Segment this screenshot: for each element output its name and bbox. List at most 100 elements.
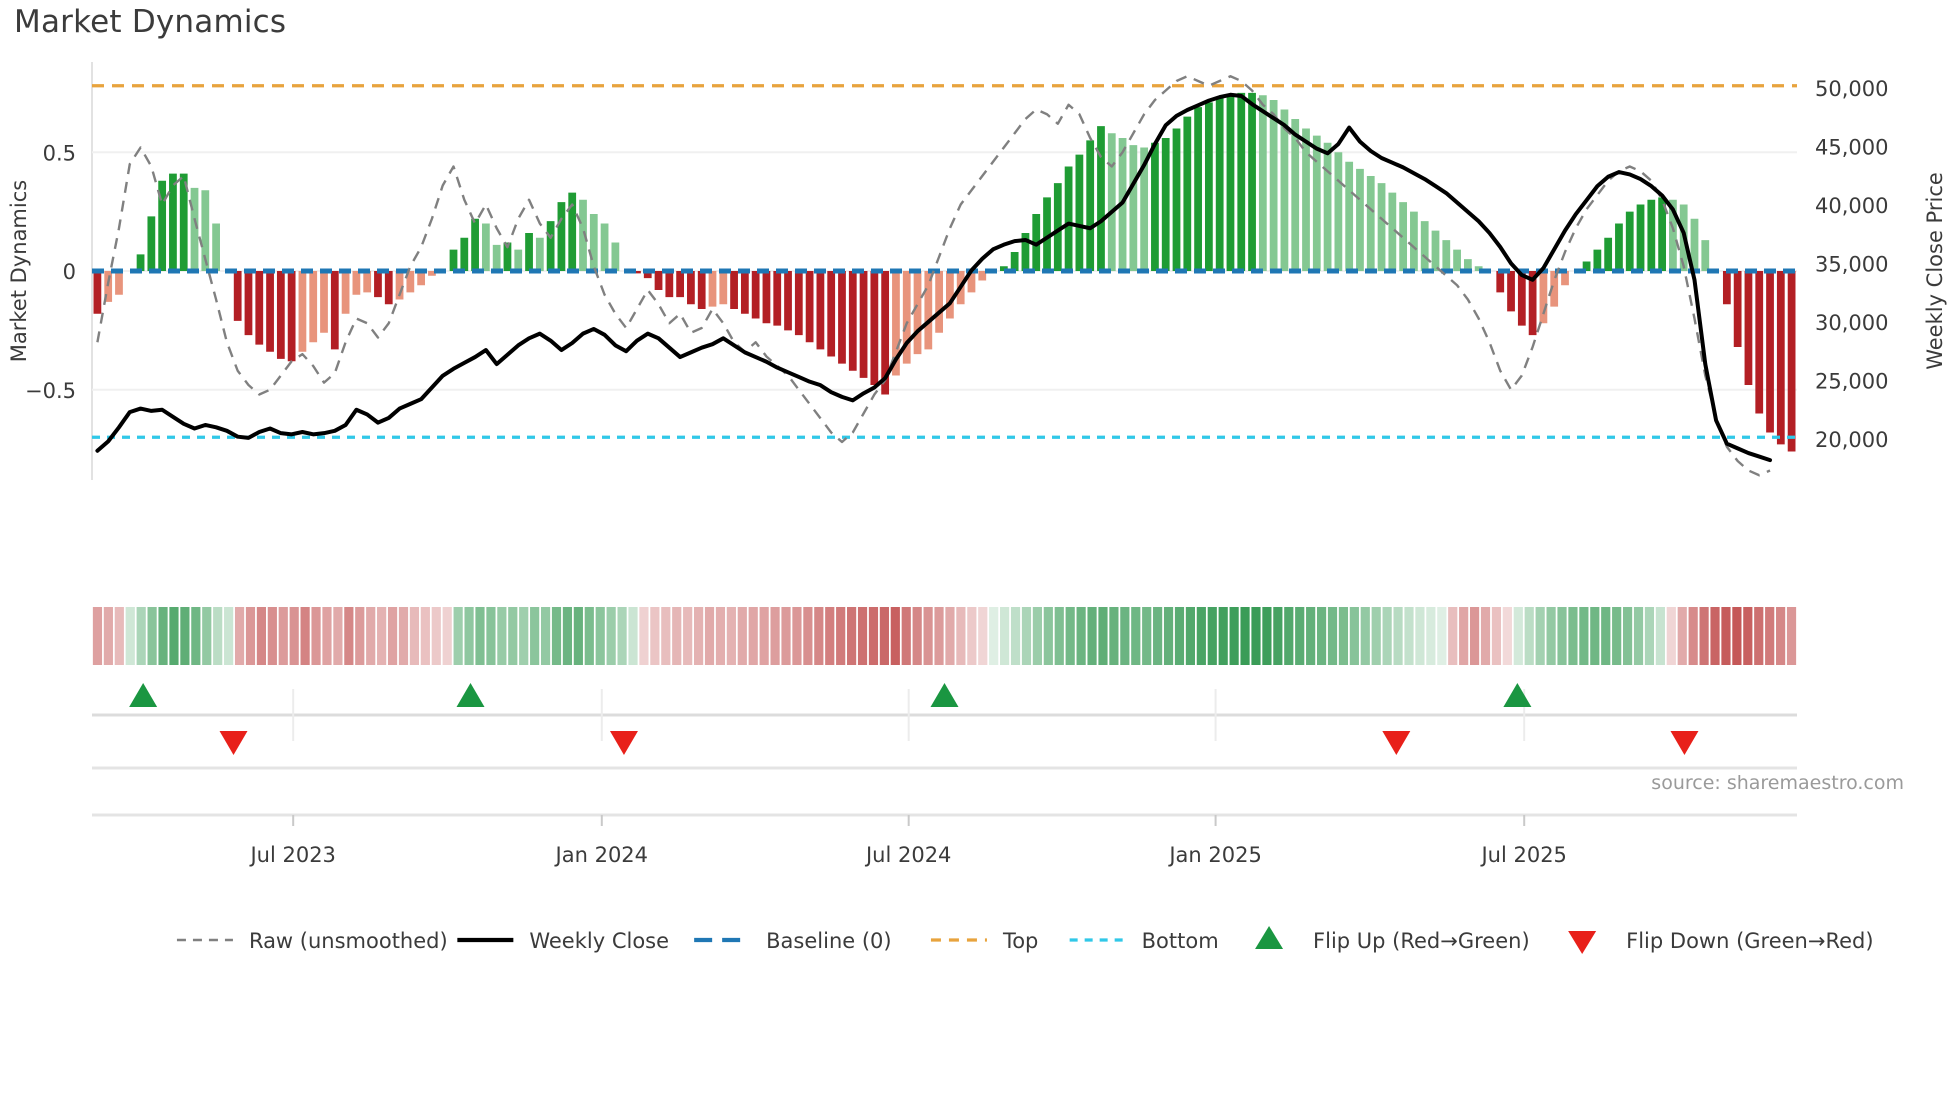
histogram-bar: [1183, 116, 1192, 272]
histogram-bar: [1129, 145, 1138, 271]
heat-cell: [1469, 607, 1480, 665]
axis-ticks: 0.5 0 −0.5 50,000 45,000 40,000 35,000 30,000 25…: [25, 77, 1888, 867]
histogram-bar: [179, 173, 188, 271]
histogram-bar: [1140, 147, 1149, 271]
flip-up-marker[interactable]: [1503, 683, 1532, 707]
legend-item[interactable]: Weekly Close: [457, 929, 669, 953]
histogram-bar: [1151, 142, 1159, 271]
flip-marker-axis: [92, 689, 1797, 741]
legend-item[interactable]: Top: [930, 929, 1038, 953]
histogram-bar: [406, 271, 415, 293]
flip-down-marker[interactable]: [1382, 731, 1411, 755]
heat-cell: [1404, 607, 1414, 665]
heat-cell: [387, 607, 398, 665]
histogram-bar: [1097, 126, 1105, 272]
heat-cell: [1218, 607, 1228, 665]
histogram-bar: [1356, 168, 1364, 272]
histogram-bar: [417, 271, 426, 286]
heat-cell: [1131, 607, 1141, 665]
heat-cell: [868, 607, 879, 665]
heat-cell: [322, 607, 332, 665]
histogram-bar: [676, 271, 684, 298]
heat-cell: [1754, 607, 1764, 665]
x-axis-tick: Jan 2025: [1167, 843, 1262, 867]
raw-unsmoothed-line: [96, 75, 1771, 477]
heat-cell: [1120, 607, 1130, 665]
histogram-bar: [341, 271, 350, 314]
legend-item[interactable]: Flip Up (Red→Green): [1255, 926, 1530, 953]
heat-cell: [1633, 607, 1644, 665]
heat-cell: [661, 607, 671, 665]
histogram-bar: [730, 271, 738, 309]
right-axis-tick: 40,000: [1815, 194, 1888, 218]
histogram-bar: [266, 271, 274, 352]
heat-cell: [1043, 607, 1053, 665]
histogram-bar: [492, 244, 501, 272]
histogram-bar: [374, 271, 382, 298]
histogram-bar: [1463, 259, 1472, 272]
histogram-bar: [93, 271, 102, 314]
histogram-bar: [848, 271, 857, 371]
histogram-bar: [1226, 95, 1235, 271]
heat-cell: [715, 607, 726, 665]
histogram-bar: [838, 271, 846, 364]
weekly-close-line: [95, 92, 1773, 463]
histogram-bar: [1269, 100, 1278, 271]
heat-cell: [311, 607, 321, 665]
heat-cell: [1382, 607, 1392, 665]
heat-cell: [1426, 607, 1436, 665]
histogram-bar: [255, 271, 264, 345]
histogram-bar: [946, 271, 954, 319]
flip-down-marker[interactable]: [609, 731, 638, 755]
histogram-bar: [233, 271, 242, 321]
heat-cell: [278, 607, 288, 665]
heat-cell: [1054, 607, 1064, 665]
histogram-bar: [1377, 183, 1386, 272]
histogram-bar: [751, 271, 760, 319]
histogram-bar: [1215, 97, 1224, 271]
histogram-bar: [1302, 128, 1310, 271]
page-title: Market Dynamics: [14, 4, 287, 40]
histogram-bar: [999, 266, 1008, 271]
heat-cell: [377, 607, 387, 665]
heat-cell: [617, 607, 627, 665]
heat-cell: [1010, 607, 1021, 665]
flip-up-marker[interactable]: [129, 683, 158, 707]
heat-cell: [1098, 607, 1108, 665]
flip-up-marker[interactable]: [456, 683, 485, 707]
flip-up-marker[interactable]: [930, 683, 959, 707]
heat-cell: [847, 607, 857, 665]
heat-cell: [803, 607, 813, 665]
heat-cell: [639, 607, 649, 665]
heat-cell: [901, 607, 911, 665]
histogram-bar: [881, 271, 890, 395]
heat-cell: [704, 607, 715, 665]
histogram-bar: [665, 271, 674, 298]
histogram-bar: [1107, 133, 1116, 271]
heat-cell: [1273, 607, 1283, 665]
legend-item[interactable]: Baseline (0): [694, 929, 892, 953]
legend-item[interactable]: Flip Down (Green→Red): [1568, 929, 1874, 954]
heat-cell: [1284, 607, 1294, 665]
legend-item[interactable]: Raw (unsmoothed): [176, 929, 448, 953]
x-axis-tick: Jan 2024: [554, 843, 649, 867]
histogram-bar: [1280, 109, 1289, 271]
reference-lines: [92, 84, 1797, 439]
heat-cell: [978, 607, 988, 665]
legend-label: Weekly Close: [529, 929, 669, 953]
heat-cell: [1021, 607, 1032, 665]
heat-cell: [1666, 607, 1676, 665]
histogram-bar: [805, 271, 814, 343]
right-axis-tick: 20,000: [1815, 428, 1888, 452]
legend-item[interactable]: Bottom: [1069, 929, 1219, 953]
flip-down-marker[interactable]: [1670, 731, 1699, 755]
histogram-bar: [276, 271, 285, 359]
flip-down-marker[interactable]: [219, 731, 248, 755]
heat-cell: [366, 607, 376, 665]
heat-cell: [1185, 607, 1195, 665]
histogram-bar: [1399, 202, 1408, 271]
weekly-close-path: [95, 92, 1773, 463]
histogram-bar: [633, 271, 641, 274]
heat-cell: [333, 607, 343, 665]
histogram-bar: [827, 271, 836, 357]
